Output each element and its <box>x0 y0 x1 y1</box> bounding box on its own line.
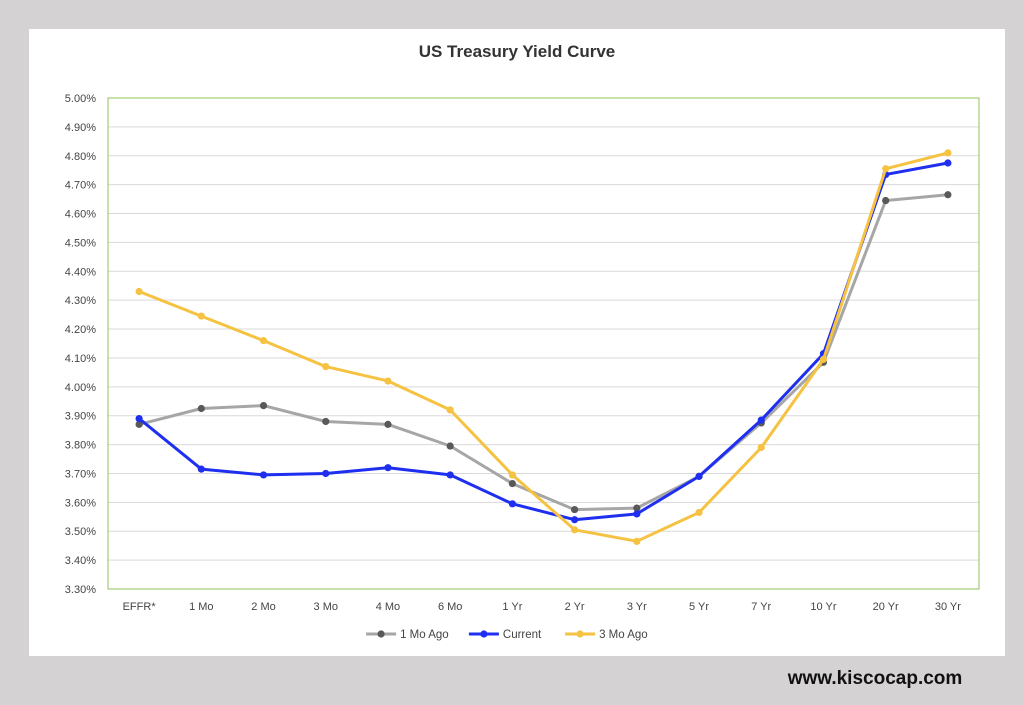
y-tick-label: 4.00% <box>65 382 96 394</box>
data-point[interactable] <box>508 479 516 488</box>
legend-swatch-marker <box>480 630 488 638</box>
legend-item[interactable]: 3 Mo Ago <box>565 629 648 641</box>
data-point[interactable] <box>384 420 392 428</box>
y-tick-label: 3.80% <box>65 440 96 452</box>
y-tick-label: 4.20% <box>65 324 96 336</box>
x-tick-label: 3 Mo <box>314 601 338 613</box>
data-point[interactable] <box>384 377 392 385</box>
y-tick-label: 4.80% <box>65 151 96 163</box>
chart-card: US Treasury Yield Curve 3.30% 3.40% 3.50% 3… <box>29 29 1005 656</box>
x-tick-label: 1 Yr <box>502 601 522 613</box>
y-tick-label: 4.10% <box>65 353 96 365</box>
legend-item[interactable]: Current <box>468 629 542 641</box>
x-tick-label: 10 Yr <box>810 601 836 613</box>
data-point[interactable] <box>571 516 579 524</box>
x-axis-ticks: EFFR* 1 Mo 2 Mo 3 Mo 4 Mo 6 Mo 1 Yr 2 Yr 3 Yr 5 Y… <box>123 601 962 613</box>
y-tick-label: 4.40% <box>65 266 96 278</box>
data-point[interactable] <box>944 159 952 167</box>
data-point[interactable] <box>135 420 143 428</box>
x-tick-label: 5 Yr <box>689 601 709 613</box>
series-current <box>135 159 952 524</box>
data-point[interactable] <box>508 500 516 508</box>
data-point[interactable] <box>384 464 392 472</box>
chart-title: US Treasury Yield Curve <box>419 42 616 61</box>
x-tick-label: 3 Yr <box>627 601 647 613</box>
legend-label: Current <box>503 629 542 641</box>
series-lines <box>135 149 952 545</box>
y-tick-label: 3.30% <box>65 584 96 596</box>
data-point[interactable] <box>197 404 205 413</box>
data-point[interactable] <box>508 471 516 479</box>
x-tick-label: 7 Yr <box>751 601 771 613</box>
y-tick-label: 3.60% <box>65 497 96 509</box>
data-point[interactable] <box>446 442 454 450</box>
data-point[interactable] <box>322 417 330 426</box>
data-point[interactable] <box>633 504 641 512</box>
data-point[interactable] <box>197 312 205 320</box>
x-tick-label: 1 Mo <box>189 601 213 613</box>
data-point[interactable] <box>882 165 890 173</box>
y-tick-label: 3.90% <box>65 411 96 423</box>
data-point[interactable] <box>446 471 454 479</box>
legend-swatch-marker <box>377 630 385 638</box>
data-point[interactable] <box>819 355 828 363</box>
plot-area-border <box>107 97 980 590</box>
yield-curve-chart: US Treasury Yield Curve 3.30%3.40%3.50%3… <box>65 42 980 641</box>
legend-item[interactable]: 1 Mo Ago <box>366 629 449 641</box>
x-tick-label: EFFR* <box>123 601 157 613</box>
x-tick-label: 2 Yr <box>565 601 585 613</box>
y-tick-label: 3.50% <box>65 526 96 538</box>
data-point[interactable] <box>633 537 641 545</box>
data-point[interactable] <box>259 471 268 479</box>
data-point[interactable] <box>944 191 952 199</box>
data-point[interactable] <box>135 414 143 423</box>
data-point[interactable] <box>633 510 641 518</box>
data-point[interactable] <box>882 196 890 205</box>
y-tick-label: 3.40% <box>65 555 96 567</box>
data-point[interactable] <box>322 469 330 478</box>
website-url[interactable]: www.kiscocap.com <box>787 668 963 689</box>
data-point[interactable] <box>135 287 143 296</box>
y-tick-label: 4.30% <box>65 295 96 307</box>
data-point[interactable] <box>259 401 268 410</box>
data-point[interactable] <box>757 416 765 424</box>
legend-label: 3 Mo Ago <box>599 629 648 641</box>
y-tick-label: 4.90% <box>65 122 96 134</box>
y-axis-ticks: 3.30% 3.40% 3.50% 3.60% 3.70% 3.80% 3.90% 4.00%… <box>65 93 96 596</box>
x-tick-label: 30 Yr <box>935 601 961 613</box>
data-point[interactable] <box>944 149 952 157</box>
data-point[interactable] <box>259 337 268 345</box>
y-tick-label: 4.60% <box>65 209 96 221</box>
data-point[interactable] <box>695 472 703 480</box>
data-point[interactable] <box>446 406 454 414</box>
y-tick-label: 5.00% <box>65 93 96 105</box>
data-point[interactable] <box>571 505 579 514</box>
legend: 1 Mo Ago Current 3 Mo Ago <box>366 629 648 641</box>
legend-label: 1 Mo Ago <box>400 629 449 641</box>
data-point[interactable] <box>695 508 703 517</box>
data-point[interactable] <box>322 363 330 371</box>
data-point[interactable] <box>197 465 205 473</box>
data-point[interactable] <box>571 526 579 534</box>
series-line <box>138 161 949 522</box>
series-3-mo-ago <box>135 149 952 545</box>
legend-swatch-marker <box>576 630 584 638</box>
data-point[interactable] <box>757 443 765 452</box>
x-tick-label: 2 Mo <box>251 601 275 613</box>
y-tick-label: 4.50% <box>65 237 96 249</box>
y-tick-label: 3.70% <box>65 468 96 480</box>
x-tick-label: 4 Mo <box>376 601 400 613</box>
x-tick-label: 6 Mo <box>438 601 462 613</box>
series-1-mo-ago <box>135 191 952 514</box>
x-tick-label: 20 Yr <box>873 601 899 613</box>
grid-lines <box>108 97 979 590</box>
y-tick-label: 4.70% <box>65 180 96 192</box>
series-line <box>138 151 949 543</box>
